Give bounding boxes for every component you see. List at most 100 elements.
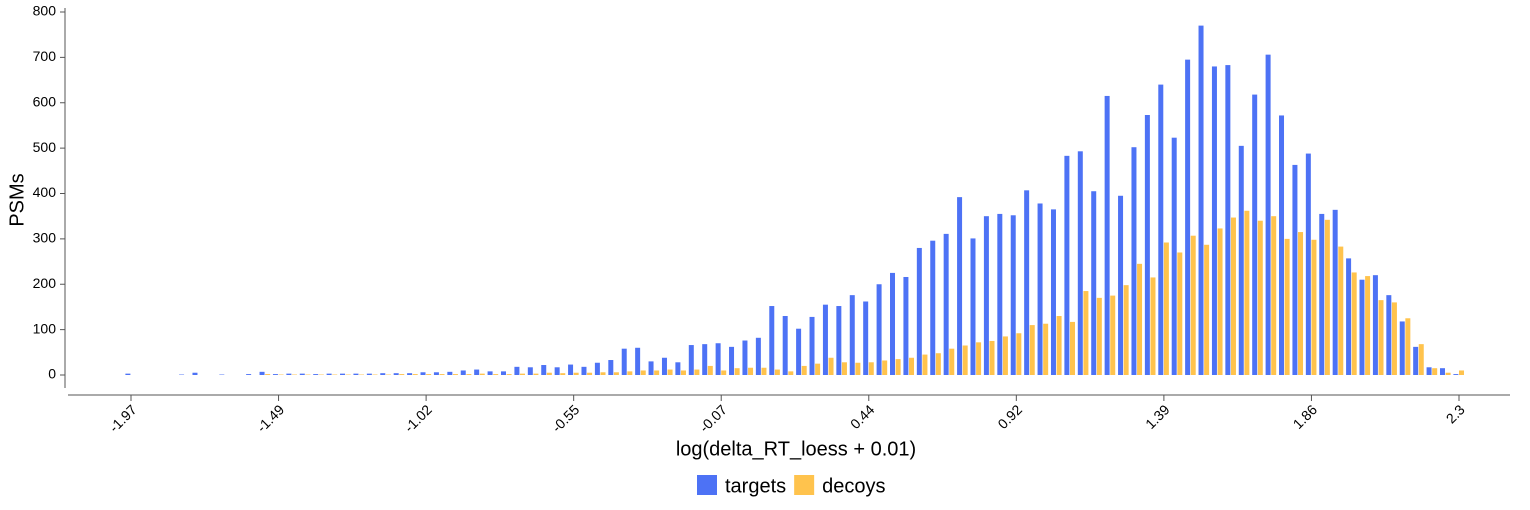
x-tick-label: 0.44 [847, 401, 878, 432]
bar [313, 374, 319, 375]
bar [1083, 291, 1089, 375]
bar [1332, 209, 1338, 375]
x-tick-label: -0.07 [696, 401, 730, 435]
bar [1043, 323, 1049, 375]
bar [125, 373, 131, 375]
x-tick-label: 1.39 [1142, 401, 1173, 432]
bar [748, 367, 754, 375]
bar [286, 373, 292, 375]
bar [1378, 300, 1384, 375]
bar [836, 306, 842, 375]
bar [841, 362, 847, 375]
bar [707, 365, 713, 375]
bar [1177, 252, 1183, 375]
bar [340, 373, 346, 375]
bar [721, 370, 727, 375]
bar [989, 340, 995, 375]
bar [600, 372, 606, 375]
bar [460, 370, 466, 375]
bar [407, 373, 413, 375]
y-axis-title: PSMs [6, 173, 28, 226]
bar [1096, 297, 1102, 375]
bar [742, 340, 748, 375]
bar [694, 369, 700, 375]
bar [1372, 275, 1378, 375]
bar [1198, 25, 1204, 376]
bar [774, 369, 780, 375]
bar [1432, 368, 1438, 375]
x-tick-label: 2.3 [1443, 401, 1468, 426]
bar [868, 362, 874, 375]
bar [1298, 232, 1304, 375]
bar [265, 374, 271, 375]
bar [855, 362, 861, 375]
bar [863, 301, 869, 375]
bar [1171, 137, 1177, 375]
bar [1050, 209, 1056, 375]
bar [1163, 242, 1169, 375]
bar [1010, 215, 1016, 375]
bar [1118, 195, 1124, 375]
bar [627, 371, 633, 375]
bar [420, 372, 426, 375]
bar [828, 357, 834, 375]
bar [299, 373, 305, 375]
bar [514, 366, 520, 375]
bar [1158, 84, 1164, 375]
bar [1413, 346, 1419, 375]
x-tick-label: -1.02 [401, 401, 435, 435]
y-tick-label: 800 [33, 3, 57, 19]
bar [654, 370, 660, 375]
bar [667, 369, 673, 375]
bar [581, 366, 587, 375]
bar [493, 374, 499, 375]
bar [909, 357, 915, 375]
bar [1319, 213, 1325, 375]
bar [1346, 258, 1352, 375]
bar [1338, 246, 1344, 375]
bar [1225, 65, 1231, 376]
bar [1230, 217, 1236, 375]
bar [621, 348, 627, 375]
bar [479, 373, 485, 375]
bar [380, 373, 386, 375]
bar [922, 354, 928, 375]
bar [1064, 155, 1070, 375]
bar [1131, 147, 1137, 375]
bar [1365, 276, 1371, 375]
bar [246, 374, 252, 375]
bar [399, 374, 405, 375]
bar [761, 367, 767, 375]
bar [1029, 325, 1035, 375]
bar [573, 372, 579, 375]
bar [1204, 244, 1210, 375]
bar [1123, 285, 1129, 375]
bar [1439, 368, 1445, 375]
bar [527, 367, 533, 375]
bar [809, 316, 815, 375]
y-tick-label: 200 [33, 275, 57, 291]
bar [796, 328, 802, 375]
bar [916, 247, 922, 375]
bar [1459, 370, 1464, 375]
bar [560, 373, 566, 375]
bar [1077, 151, 1083, 375]
bar [452, 374, 458, 375]
bar [393, 373, 399, 375]
bar [1445, 372, 1451, 375]
bar [1391, 302, 1397, 375]
bar [353, 373, 359, 375]
bar [688, 345, 694, 375]
bar [608, 360, 614, 375]
bar [1399, 321, 1405, 375]
bar [259, 371, 265, 375]
bar [272, 374, 278, 375]
bar [1069, 321, 1075, 375]
bar [935, 353, 941, 375]
bar [1211, 66, 1217, 375]
bar [1217, 228, 1223, 375]
bar [447, 371, 453, 375]
bar [1137, 263, 1143, 375]
bar [997, 213, 1003, 375]
